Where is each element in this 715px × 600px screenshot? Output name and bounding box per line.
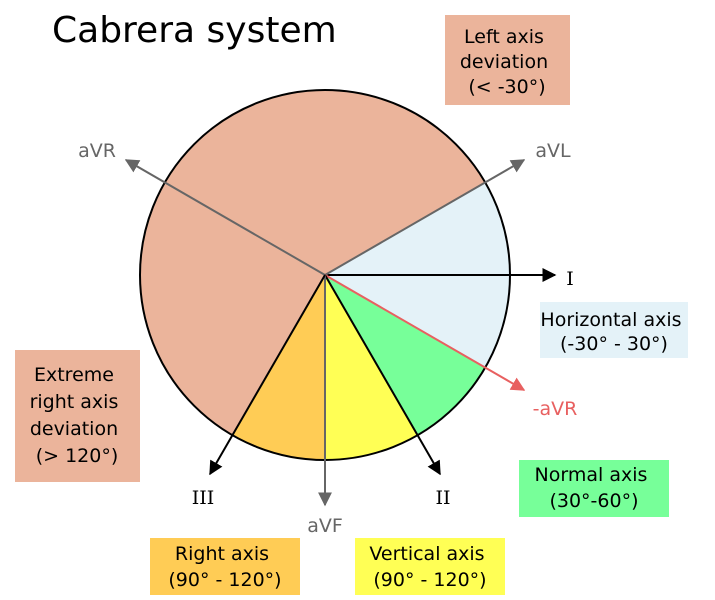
region-label: Normal axis (30°-60°) <box>535 464 654 512</box>
lead-label: I <box>566 268 574 290</box>
sector-normal <box>325 275 486 436</box>
text-line: (90° - 120°) <box>168 569 281 591</box>
region-label: Right axis (90° - 120°) <box>168 543 281 591</box>
text-line: deviation <box>30 418 118 440</box>
lead-arrow <box>324 159 526 276</box>
text-line: (-30° - 30°) <box>560 333 668 355</box>
lead-label: aVF <box>307 515 343 537</box>
sector-right <box>232 275 325 460</box>
lead-label: aVL <box>535 140 571 162</box>
lead-arrow <box>124 159 326 276</box>
lead-arrow <box>209 274 326 476</box>
text-line: deviation <box>460 51 548 73</box>
text-line: (> 120°) <box>36 445 119 467</box>
region-box <box>540 302 688 358</box>
text-line: Left axis <box>464 26 544 48</box>
region-label: Horizontal axis (-30° - 30°) <box>540 309 687 355</box>
lead-arrow <box>324 274 526 391</box>
region-label: Vertical axis (90° - 120°) <box>369 543 490 591</box>
region-box <box>355 538 505 595</box>
title: Cabrera system <box>52 10 337 51</box>
text-line: Right axis <box>175 543 269 565</box>
lead-label: -aVR <box>533 398 578 420</box>
lead-label: II <box>435 487 450 509</box>
text-line: (< -30°) <box>468 76 545 98</box>
sector-vertical <box>325 275 418 460</box>
sector-left-deviation <box>139 89 486 436</box>
text-line: Horizontal axis <box>540 309 681 331</box>
region-label: Left axis deviation (< -30°) <box>460 26 554 98</box>
text-line: (30°-60°) <box>549 490 638 512</box>
lead-arrow <box>324 274 441 476</box>
text-line: Extreme <box>34 364 114 386</box>
region-box <box>150 538 300 595</box>
region-label: Extreme right axis deviation (> 120°) <box>30 364 125 467</box>
text-line: Normal axis <box>535 464 648 486</box>
region-box <box>519 460 669 517</box>
text-line: (90° - 120°) <box>373 569 486 591</box>
region-box <box>15 350 140 482</box>
region-box <box>445 15 570 105</box>
lead-label: III <box>192 487 215 509</box>
text-line: Vertical axis <box>369 543 484 565</box>
lead-label: aVR <box>78 140 116 162</box>
text-line: right axis <box>30 391 119 413</box>
